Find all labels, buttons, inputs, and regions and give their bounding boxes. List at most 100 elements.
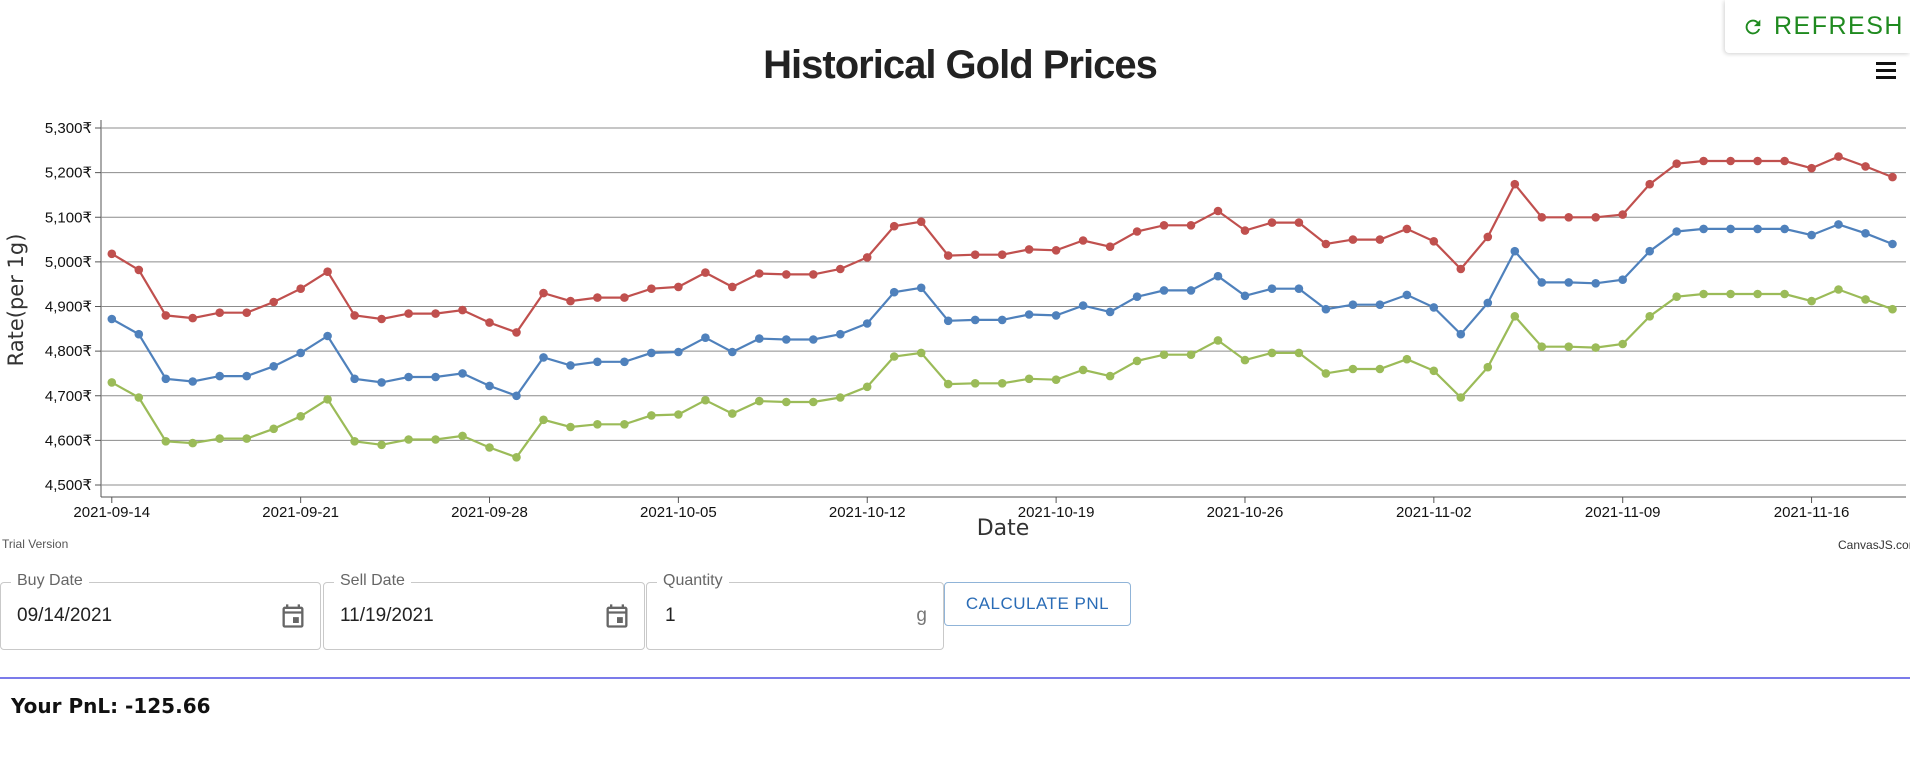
data-point[interactable] [943, 251, 953, 260]
data-point[interactable] [1753, 224, 1762, 234]
data-point[interactable] [269, 362, 279, 371]
data-point[interactable] [1321, 239, 1331, 249]
data-point[interactable] [674, 282, 683, 292]
data-point[interactable] [1294, 218, 1304, 227]
data-point[interactable] [323, 267, 332, 276]
data-point[interactable] [431, 372, 440, 382]
data-point[interactable] [1618, 339, 1627, 349]
data-point[interactable] [1375, 364, 1385, 374]
data-point[interactable] [1564, 213, 1573, 222]
data-point[interactable] [1483, 298, 1493, 308]
data-point[interactable] [701, 333, 710, 343]
data-point[interactable] [1699, 224, 1708, 234]
data-point[interactable] [107, 378, 117, 387]
data-point[interactable] [242, 371, 251, 381]
data-point[interactable] [1726, 289, 1735, 299]
calendar-icon[interactable] [603, 602, 631, 630]
data-point[interactable] [1672, 292, 1681, 301]
data-point[interactable] [889, 287, 899, 297]
data-point[interactable] [539, 353, 548, 362]
data-point[interactable] [1591, 343, 1600, 352]
data-point[interactable] [997, 315, 1007, 325]
quantity-value[interactable]: 1 [665, 605, 676, 626]
data-point[interactable] [458, 431, 467, 441]
sell-date-field[interactable]: Sell Date 11/19/2021 [323, 572, 645, 650]
data-point[interactable] [1699, 156, 1708, 166]
data-point[interactable] [215, 308, 224, 318]
data-point[interactable] [1078, 365, 1088, 375]
data-point[interactable] [620, 420, 629, 429]
data-point[interactable] [1780, 289, 1789, 299]
data-point[interactable] [647, 284, 656, 293]
data-point[interactable] [296, 348, 306, 358]
data-point[interactable] [862, 382, 872, 392]
data-point[interactable] [782, 270, 791, 279]
data-point[interactable] [377, 378, 386, 387]
data-point[interactable] [485, 443, 494, 452]
data-point[interactable] [889, 352, 899, 361]
data-point[interactable] [1510, 246, 1520, 256]
canvasjs-credit[interactable]: CanvasJS.cor [1838, 538, 1910, 552]
data-point[interactable] [1888, 172, 1897, 182]
data-point[interactable] [1213, 336, 1223, 345]
data-point[interactable] [1024, 245, 1034, 254]
data-point[interactable] [1105, 242, 1115, 251]
data-point[interactable] [431, 435, 440, 444]
data-point[interactable] [1861, 162, 1870, 171]
buy-date-field[interactable]: Buy Date 09/14/2021 [0, 572, 321, 650]
data-point[interactable] [512, 391, 521, 401]
data-point[interactable] [1429, 237, 1439, 246]
data-point[interactable] [782, 335, 791, 344]
data-point[interactable] [215, 434, 224, 443]
data-point[interactable] [1132, 227, 1142, 236]
data-point[interactable] [323, 395, 332, 404]
data-point[interactable] [188, 438, 197, 448]
data-point[interactable] [1159, 286, 1169, 295]
data-point[interactable] [916, 348, 926, 358]
data-point[interactable] [188, 313, 197, 323]
data-point[interactable] [1348, 300, 1358, 310]
data-point[interactable] [809, 270, 818, 279]
data-point[interactable] [242, 434, 251, 443]
data-point[interactable] [1105, 371, 1115, 381]
data-point[interactable] [107, 314, 117, 324]
data-point[interactable] [350, 437, 359, 446]
data-point[interactable] [1807, 163, 1816, 173]
data-point[interactable] [215, 371, 224, 381]
data-point[interactable] [1483, 232, 1493, 242]
data-point[interactable] [1186, 350, 1196, 360]
data-point[interactable] [1861, 295, 1870, 304]
data-point[interactable] [566, 422, 575, 432]
data-point[interactable] [1537, 278, 1547, 287]
data-point[interactable] [1807, 230, 1816, 240]
data-point[interactable] [755, 269, 764, 278]
data-point[interactable] [620, 293, 629, 302]
data-point[interactable] [161, 311, 171, 320]
data-point[interactable] [404, 435, 413, 444]
data-point[interactable] [404, 309, 413, 318]
data-point[interactable] [1753, 289, 1762, 299]
data-point[interactable] [1267, 284, 1277, 293]
data-point[interactable] [889, 221, 899, 231]
data-point[interactable] [1267, 348, 1277, 358]
data-point[interactable] [1537, 342, 1547, 352]
data-point[interactable] [458, 305, 467, 315]
data-point[interactable] [1348, 235, 1358, 244]
data-point[interactable] [539, 288, 548, 298]
data-point[interactable] [1240, 291, 1250, 301]
sell-date-value[interactable]: 11/19/2021 [340, 605, 434, 626]
data-point[interactable] [512, 328, 521, 337]
data-point[interactable] [1564, 278, 1573, 287]
data-point[interactable] [1564, 342, 1573, 352]
data-point[interactable] [566, 296, 575, 306]
data-point[interactable] [755, 396, 764, 406]
data-point[interactable] [161, 374, 171, 384]
data-point[interactable] [242, 308, 251, 318]
data-point[interactable] [674, 410, 683, 419]
buy-date-value[interactable]: 09/14/2021 [17, 605, 113, 626]
data-point[interactable] [404, 372, 413, 382]
data-point[interactable] [1645, 179, 1654, 189]
data-point[interactable] [1051, 375, 1061, 385]
data-point[interactable] [1780, 156, 1789, 166]
data-point[interactable] [728, 282, 737, 292]
